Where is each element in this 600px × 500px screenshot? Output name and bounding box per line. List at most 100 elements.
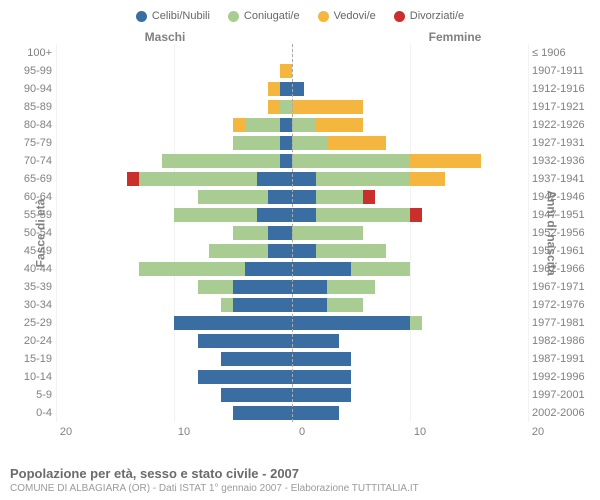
birth-label: ≤ 1906 xyxy=(532,44,590,62)
bar-segment xyxy=(292,190,316,204)
birth-label: 1927-1931 xyxy=(532,134,590,152)
age-label: 25-29 xyxy=(10,314,52,332)
bar-row-male xyxy=(56,296,292,314)
bar-segment xyxy=(280,136,292,150)
bar-row-female xyxy=(292,134,528,152)
bar-segment xyxy=(209,244,268,258)
legend-label: Vedovi/e xyxy=(334,10,376,22)
bar-row-female xyxy=(292,98,528,116)
bar-row-female xyxy=(292,314,528,332)
birth-label: 1952-1956 xyxy=(532,224,590,242)
legend-item-vedovi: Vedovi/e xyxy=(318,10,376,22)
birth-label: 1932-1936 xyxy=(532,152,590,170)
bar-segment xyxy=(292,82,304,96)
bar-segment xyxy=(268,82,280,96)
bar-segment xyxy=(139,172,257,186)
age-label: 30-34 xyxy=(10,296,52,314)
bar-row-female xyxy=(292,350,528,368)
birth-label: 1917-1921 xyxy=(532,98,590,116)
birth-label: 1987-1991 xyxy=(532,350,590,368)
bar-segment xyxy=(316,118,363,132)
age-label: 0-4 xyxy=(10,404,52,422)
bar-segment xyxy=(292,370,351,384)
bar-segment xyxy=(327,298,362,312)
bar-segment xyxy=(233,298,292,312)
legend-item-coniugati: Coniugati/e xyxy=(228,10,300,22)
age-label: 95-99 xyxy=(10,62,52,80)
birth-label: 1947-1951 xyxy=(532,206,590,224)
bar-segment xyxy=(198,190,269,204)
age-label: 20-24 xyxy=(10,332,52,350)
birth-label: 1957-1961 xyxy=(532,242,590,260)
bar-row-male xyxy=(56,332,292,350)
bar-segment xyxy=(233,118,245,132)
bar-segment xyxy=(233,136,280,150)
bar-row-male xyxy=(56,62,292,80)
x-axis: 201001020 xyxy=(10,424,590,444)
bar-segment xyxy=(221,298,233,312)
bar-row-female xyxy=(292,152,528,170)
birth-label: 1977-1981 xyxy=(532,314,590,332)
bar-segment xyxy=(245,262,292,276)
header-female: Femmine xyxy=(300,30,590,44)
x-tick: 10 xyxy=(414,426,426,438)
bar-segment xyxy=(410,154,481,168)
birth-label: 1942-1946 xyxy=(532,188,590,206)
bar-segment xyxy=(410,316,422,330)
bar-segment xyxy=(280,100,292,114)
bar-row-male xyxy=(56,80,292,98)
bar-row-female xyxy=(292,62,528,80)
age-label: 35-39 xyxy=(10,278,52,296)
bar-segment xyxy=(268,226,292,240)
bar-segment xyxy=(268,190,292,204)
legend-item-celibi: Celibi/Nubili xyxy=(136,10,210,22)
legend: Celibi/Nubili Coniugati/e Vedovi/e Divor… xyxy=(10,6,590,30)
bars-female xyxy=(292,44,528,422)
bar-segment xyxy=(233,406,292,420)
bar-row-female xyxy=(292,188,528,206)
legend-swatch xyxy=(136,11,147,22)
age-label: 10-14 xyxy=(10,368,52,386)
bar-segment xyxy=(292,226,363,240)
bar-segment xyxy=(316,190,363,204)
bar-segment xyxy=(351,262,410,276)
bar-segment xyxy=(280,64,292,78)
header-male: Maschi xyxy=(10,30,300,44)
age-label: 100+ xyxy=(10,44,52,62)
bar-row-male xyxy=(56,260,292,278)
chart-container: Celibi/Nubili Coniugati/e Vedovi/e Divor… xyxy=(0,0,600,500)
legend-label: Celibi/Nubili xyxy=(152,10,210,22)
bar-segment xyxy=(292,316,410,330)
bar-row-male xyxy=(56,386,292,404)
bar-segment xyxy=(292,208,316,222)
y-axis-label-left: Fasce di età xyxy=(33,199,47,268)
bar-segment xyxy=(198,280,233,294)
bar-row-female xyxy=(292,404,528,422)
bar-row-male xyxy=(56,134,292,152)
bar-segment xyxy=(257,208,292,222)
age-label: 65-69 xyxy=(10,170,52,188)
bar-segment xyxy=(292,406,339,420)
bar-row-female xyxy=(292,206,528,224)
bar-segment xyxy=(221,388,292,402)
birth-label: 1922-1926 xyxy=(532,116,590,134)
bar-row-female xyxy=(292,278,528,296)
bar-segment xyxy=(139,262,245,276)
bar-segment xyxy=(221,352,292,366)
bar-row-male xyxy=(56,278,292,296)
bar-segment xyxy=(292,280,327,294)
bar-segment xyxy=(198,370,292,384)
age-label: 70-74 xyxy=(10,152,52,170)
age-label: 75-79 xyxy=(10,134,52,152)
bar-segment xyxy=(292,154,410,168)
bar-row-female xyxy=(292,44,528,62)
age-label: 5-9 xyxy=(10,386,52,404)
bar-row-male xyxy=(56,170,292,188)
bar-segment xyxy=(327,136,386,150)
birth-label: 1982-1986 xyxy=(532,332,590,350)
birth-label: 1967-1971 xyxy=(532,278,590,296)
birth-label: 1972-1976 xyxy=(532,296,590,314)
bars-male xyxy=(56,44,292,422)
bar-segment xyxy=(316,244,387,258)
birth-year-labels: ≤ 19061907-19111912-19161917-19211922-19… xyxy=(528,44,590,422)
